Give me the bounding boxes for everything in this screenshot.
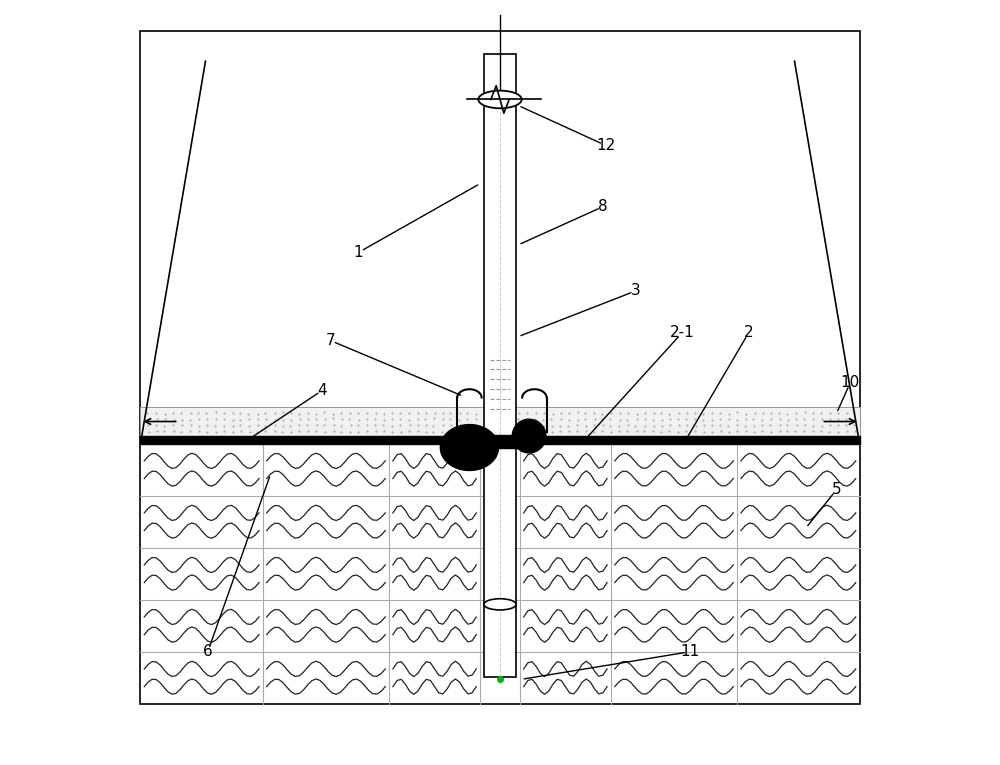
Text: 7: 7 bbox=[325, 333, 335, 348]
Text: 3: 3 bbox=[631, 283, 641, 298]
Text: 2: 2 bbox=[744, 325, 753, 340]
Bar bbox=[140, 407, 860, 436]
Text: 5: 5 bbox=[832, 482, 841, 497]
Text: 1: 1 bbox=[354, 245, 363, 260]
Polygon shape bbox=[440, 425, 498, 470]
Text: 6: 6 bbox=[203, 644, 213, 659]
Text: 4: 4 bbox=[318, 382, 327, 398]
Text: 10: 10 bbox=[841, 375, 860, 390]
Text: 8: 8 bbox=[598, 199, 608, 214]
Text: 2-1: 2-1 bbox=[670, 325, 694, 340]
Bar bbox=[140, 31, 860, 704]
Text: 11: 11 bbox=[680, 644, 699, 659]
Polygon shape bbox=[512, 419, 546, 453]
Text: 12: 12 bbox=[596, 138, 615, 153]
Ellipse shape bbox=[478, 90, 522, 109]
Bar bbox=[484, 54, 516, 677]
Ellipse shape bbox=[484, 599, 516, 610]
